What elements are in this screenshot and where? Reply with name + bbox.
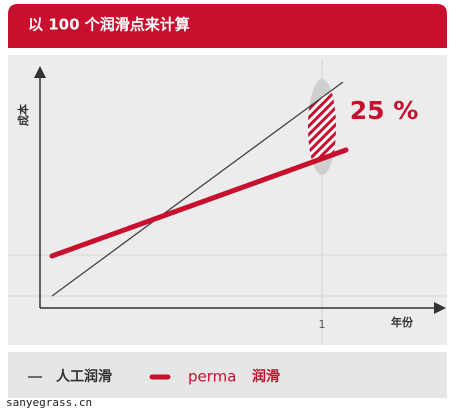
- header-title: 以 100 个润滑点来计算: [28, 16, 190, 34]
- perma-line: [49, 147, 349, 259]
- annotation: 25 %: [350, 96, 419, 125]
- x-tick-label: 1: [319, 318, 326, 331]
- legend-panel: [8, 352, 447, 398]
- x-label: 年份: [391, 315, 414, 329]
- chart-panel: [8, 55, 447, 345]
- legend-label: 润滑: [252, 368, 280, 385]
- y-label: 成本: [16, 104, 30, 126]
- legend-label: perma: [188, 368, 236, 386]
- manual-line: [51, 81, 344, 297]
- header-bar: [8, 4, 447, 48]
- watermark: sanyegrass.cn: [6, 396, 92, 409]
- savings-hatch: [308, 81, 336, 167]
- legend-label: 人工润滑: [56, 368, 112, 385]
